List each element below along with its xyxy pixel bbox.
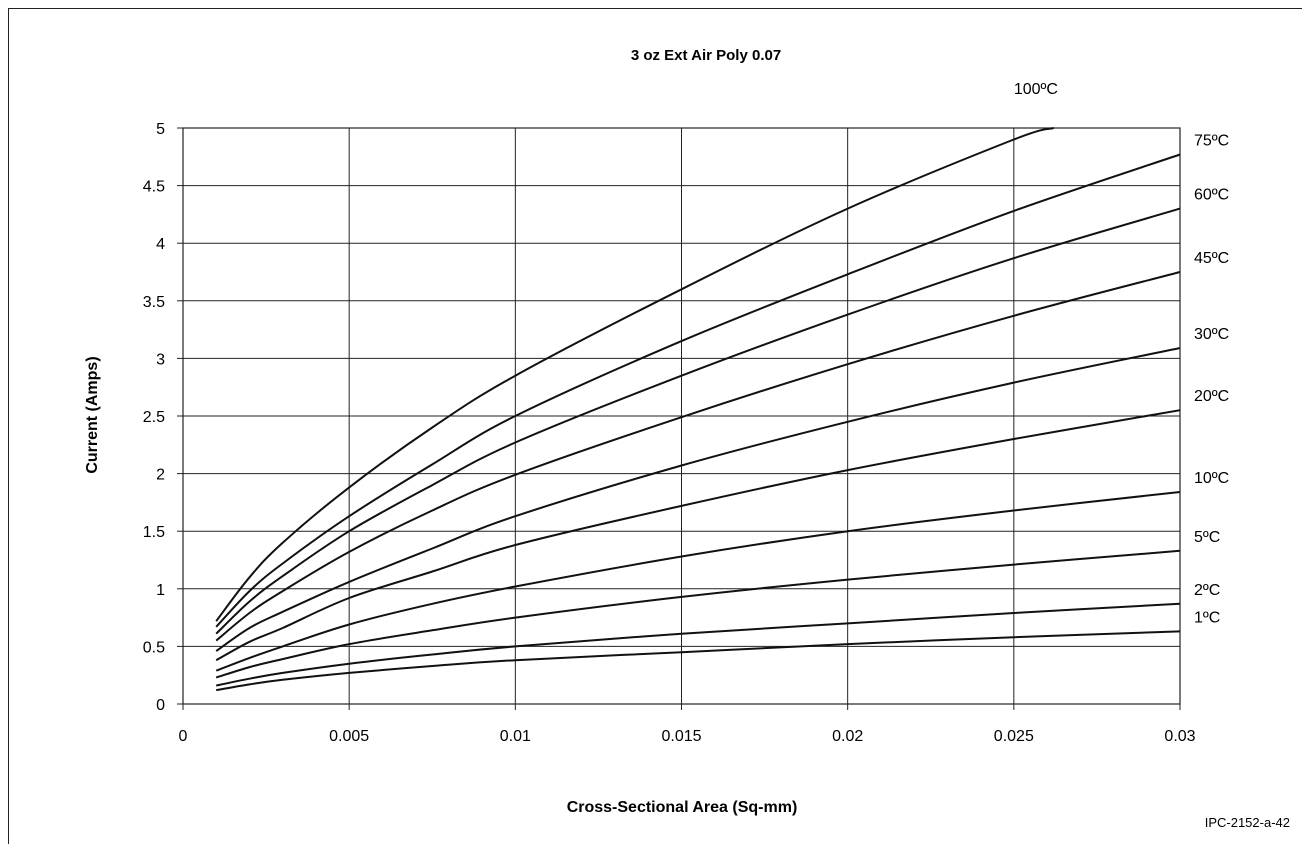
series-line bbox=[215, 207, 1181, 635]
series-label: 60ºC bbox=[1194, 187, 1229, 204]
series-label: 5ºC bbox=[1194, 529, 1220, 546]
figure-id: IPC-2152-a-42 bbox=[1205, 815, 1290, 830]
y-tick-label: 1.5 bbox=[143, 524, 165, 541]
series-line bbox=[215, 271, 1181, 642]
y-tick-label: 1 bbox=[156, 582, 165, 599]
y-tick-label: 0.5 bbox=[143, 639, 165, 656]
y-tick-label: 3 bbox=[156, 351, 165, 368]
series-line bbox=[215, 127, 1054, 622]
x-tick-label: 0 bbox=[179, 728, 188, 745]
x-tick-label: 0.01 bbox=[500, 728, 531, 745]
series-label: 20ºC bbox=[1194, 388, 1229, 405]
series-label: 30ºC bbox=[1194, 326, 1229, 343]
series-label: 2ºC bbox=[1194, 582, 1220, 599]
series-label: 100ºC bbox=[1014, 81, 1058, 98]
y-tick-label: 0 bbox=[156, 697, 165, 714]
axes: 0 0.5 1 1.5 2 2.5 3 3.5 4 4.5 5 0 0.005 0.01 0.015 0.02… bbox=[143, 121, 1196, 745]
series-label: 75ºC bbox=[1194, 132, 1229, 149]
y-tick-label: 5 bbox=[156, 121, 165, 138]
y-tick-label: 2.5 bbox=[143, 409, 165, 426]
series-line bbox=[215, 347, 1181, 652]
x-tick-label: 0.02 bbox=[832, 728, 863, 745]
series-label: 1ºC bbox=[1194, 609, 1220, 626]
series-line bbox=[215, 602, 1181, 687]
x-tick-label: 0.015 bbox=[661, 728, 701, 745]
series-line bbox=[215, 491, 1181, 672]
grid bbox=[182, 127, 1181, 705]
series-line bbox=[215, 153, 1181, 628]
x-tick-label: 0.005 bbox=[329, 728, 369, 745]
series-label: 10ºC bbox=[1194, 470, 1229, 487]
series-labels: 100ºC 75ºC 60ºC 45ºC 30ºC 20ºC 10ºC 5ºC 2ºC 1ºC bbox=[1014, 81, 1229, 626]
figure-frame bbox=[8, 8, 1302, 844]
series-label: 45ºC bbox=[1194, 250, 1229, 267]
series-line bbox=[215, 549, 1181, 679]
x-axis-label: Cross-Sectional Area (Sq-mm) bbox=[567, 799, 798, 816]
y-tick-label: 3.5 bbox=[143, 294, 165, 311]
y-tick-label: 4 bbox=[156, 236, 165, 253]
x-tick-label: 0.03 bbox=[1164, 728, 1195, 745]
y-tick-label: 4.5 bbox=[143, 179, 165, 196]
series-line bbox=[215, 409, 1181, 662]
y-tick-label: 2 bbox=[156, 467, 165, 484]
series-line bbox=[216, 630, 1181, 692]
y-axis-label: Current (Amps) bbox=[84, 356, 101, 473]
chart-title: 3 oz Ext Air Poly 0.07 bbox=[631, 47, 781, 64]
series-group bbox=[215, 127, 1181, 692]
x-tick-label: 0.025 bbox=[994, 728, 1034, 745]
